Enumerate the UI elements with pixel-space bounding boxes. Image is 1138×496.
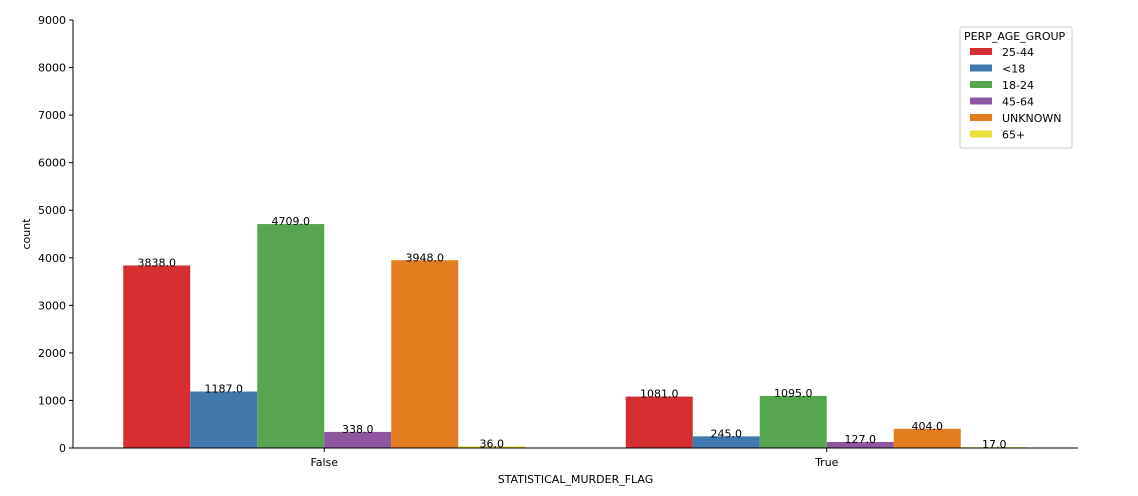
y-tick-label: 0	[59, 442, 66, 455]
data-label: 3948.0	[406, 251, 445, 264]
x-tick-label: False	[310, 456, 338, 469]
data-label: 338.0	[342, 423, 374, 436]
y-tick-label: 1000	[38, 394, 66, 407]
x-tick-label: True	[814, 456, 839, 469]
legend-swatch	[970, 81, 992, 88]
y-tick-label: 5000	[38, 204, 66, 217]
y-axis-title: count	[20, 218, 33, 250]
data-label: 3838.0	[138, 256, 177, 269]
data-label: 245.0	[711, 427, 743, 440]
y-tick-label: 2000	[38, 347, 66, 360]
y-ticks: 0 1000 2000 3000 4000 5000 6000 7000 8000 9000	[38, 14, 73, 455]
legend-label: 45-64	[1002, 96, 1034, 109]
y-tick-label: 4000	[38, 252, 66, 265]
bar	[458, 446, 526, 448]
data-label: 17.0	[982, 438, 1007, 451]
legend-items: 25-44 <18 18-24 45-64 UNKNOWN 65+	[970, 46, 1062, 142]
bar	[759, 395, 827, 448]
y-tick-label: 8000	[38, 62, 66, 75]
data-label: 4709.0	[272, 215, 311, 228]
legend-swatch	[970, 48, 992, 55]
y-tick-label: 6000	[38, 157, 66, 170]
legend-label: 18-24	[1002, 79, 1034, 92]
legend-swatch	[970, 114, 992, 121]
data-label: 1081.0	[640, 388, 679, 401]
legend-label: <18	[1002, 63, 1025, 76]
y-tick-label: 7000	[38, 109, 66, 122]
legend-swatch	[970, 130, 992, 138]
legend: PERP_AGE_GROUP 25-44 <18 18-24 45-64 UNKNOWN…	[959, 26, 1073, 149]
bar	[391, 260, 459, 448]
bar	[826, 441, 894, 448]
legend-label: 65+	[1002, 129, 1025, 142]
legend-label: 25-44	[1002, 46, 1034, 59]
bar	[324, 431, 392, 448]
bar	[257, 224, 325, 448]
data-label: 36.0	[480, 437, 505, 450]
data-label: 404.0	[912, 420, 944, 433]
bars-layer	[123, 224, 1028, 448]
legend-swatch	[970, 64, 992, 72]
legend-label: UNKNOWN	[1002, 112, 1062, 125]
bar	[625, 396, 693, 448]
legend-swatch	[970, 97, 992, 105]
data-label: 1095.0	[774, 387, 813, 400]
axes-layer	[72, 20, 1078, 449]
bar	[692, 436, 760, 448]
y-tick-label: 3000	[38, 299, 66, 312]
data-label: 1187.0	[205, 383, 244, 396]
bar	[190, 391, 258, 448]
data-label: 127.0	[845, 433, 877, 446]
y-tick-label: 9000	[38, 14, 66, 27]
bar	[893, 428, 961, 448]
x-axis-title: STATISTICAL_MURDER_FLAG	[498, 473, 654, 486]
legend-title: PERP_AGE_GROUP	[964, 30, 1066, 43]
x-ticks: False True	[310, 448, 839, 469]
bar	[123, 265, 191, 448]
